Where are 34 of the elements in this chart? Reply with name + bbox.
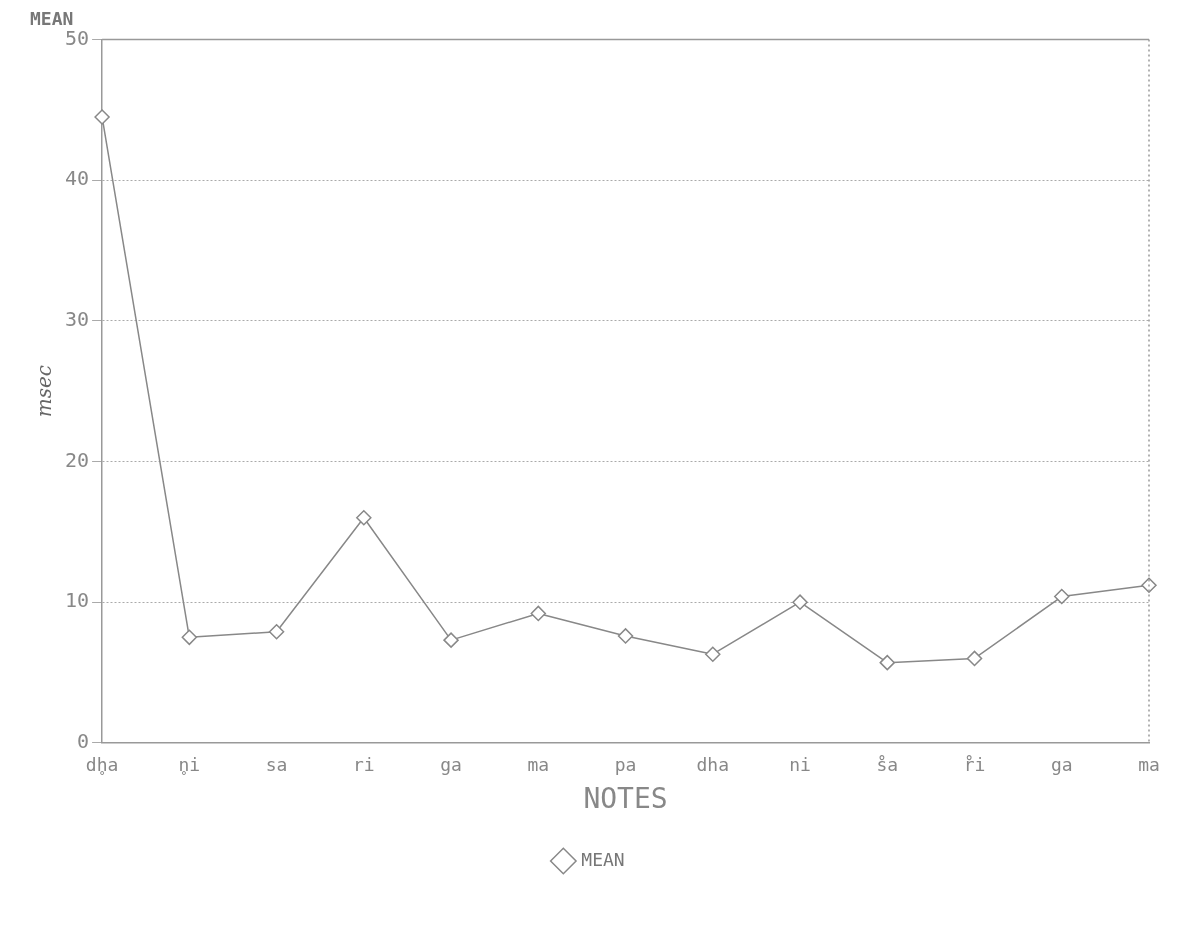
x-tick-label: ma — [1138, 754, 1160, 776]
x-tick-label: n̥i — [178, 754, 201, 776]
point — [1054, 588, 1070, 605]
x-tick-label: pa — [614, 754, 637, 776]
x-tick-label: ga — [1050, 754, 1073, 776]
x-tick-label: dha — [696, 754, 730, 776]
point — [1141, 577, 1157, 594]
x-tick-label: s̊a — [876, 754, 899, 776]
point — [966, 650, 983, 667]
x-tick-label: r̊i — [963, 754, 986, 776]
x-axis-title: NOTES — [583, 782, 668, 816]
y-tick-label: 40 — [64, 166, 90, 191]
point — [268, 623, 285, 640]
y-tick-label: 30 — [64, 307, 90, 332]
point — [617, 628, 634, 644]
point — [443, 632, 459, 648]
point — [94, 109, 110, 125]
point — [181, 629, 198, 646]
point — [705, 646, 721, 662]
x-tick-label: ni — [789, 754, 811, 776]
x-tick-label: ri — [352, 754, 375, 776]
x-tick-label: dh̥a — [85, 754, 119, 776]
point — [530, 605, 547, 622]
y-tick-label: 0 — [77, 729, 90, 753]
y-tick-label: 10 — [64, 588, 90, 613]
y-tick-label: 20 — [64, 447, 90, 472]
legend-label: MEAN — [581, 848, 625, 870]
y-axis-title: msec — [32, 365, 57, 418]
x-tick-label: ga — [440, 754, 462, 776]
point — [792, 594, 808, 610]
x-tick-label: sa — [265, 754, 288, 776]
point — [879, 654, 896, 671]
point — [356, 510, 372, 526]
x-tick-label: ma — [527, 754, 550, 776]
